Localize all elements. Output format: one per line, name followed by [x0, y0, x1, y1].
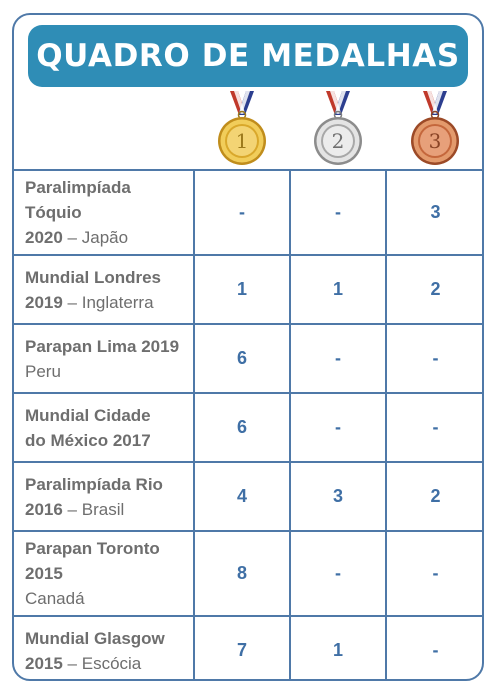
table-row: Mundial Londres 2019 – Inglaterra 1 1 2 — [14, 255, 482, 325]
event-separator: – — [62, 292, 82, 312]
title-bar: QUADRO DE MEDALHAS — [28, 25, 468, 87]
event-place: Inglaterra — [81, 292, 154, 312]
bronze-count: - — [386, 531, 482, 617]
silver-count: 3 — [290, 462, 387, 532]
event-place: Escócia — [81, 653, 142, 673]
bronze-medal-numeral: 3 — [429, 129, 442, 153]
bronze-count: - — [386, 324, 482, 394]
gold-count: - — [194, 170, 291, 256]
event-name: Mundial Cidade — [25, 405, 151, 425]
table-row: Paralimpíada Rio 2016 – Brasil 4 3 2 — [14, 462, 482, 532]
silver-count: - — [290, 531, 387, 617]
table-row: Parapan Lima 2019 Peru 6 - - — [14, 324, 482, 394]
gold-medal-icon: 1 — [218, 91, 266, 165]
event-name: Paralimpíada — [25, 178, 131, 197]
silver-count: 1 — [290, 255, 387, 325]
gold-count: 7 — [194, 616, 291, 679]
event-name: Mundial Glasgow — [25, 628, 165, 648]
gold-column-header: 1 — [194, 89, 290, 171]
silver-count: - — [290, 324, 387, 394]
event-cell: Paralimpíada Rio 2016 – Brasil — [14, 462, 195, 532]
silver-count: - — [290, 393, 387, 463]
gold-count: 1 — [194, 255, 291, 325]
event-cell: Mundial Glasgow 2015 – Escócia — [14, 616, 195, 679]
bronze-count: 2 — [386, 255, 482, 325]
event-place: Peru — [25, 361, 61, 381]
gold-count: 4 — [194, 462, 291, 532]
event-name: Mundial Londres — [25, 267, 161, 287]
table-row: Paralimpíada Tóquio 2020 – Japão - - 3 — [14, 170, 482, 256]
event-separator: – — [62, 228, 82, 247]
event-cell: Mundial Cidade do México 2017 — [14, 393, 195, 463]
page-title: QUADRO DE MEDALHAS — [36, 38, 460, 74]
bronze-count: 2 — [386, 462, 482, 532]
event-name: Parapan Lima 2019 — [25, 336, 180, 356]
gold-count: 8 — [194, 531, 291, 617]
event-year: 2015 — [25, 653, 63, 673]
silver-count: - — [290, 170, 387, 256]
event-name: Tóquio — [25, 203, 82, 222]
bronze-column-header: 3 — [386, 89, 482, 171]
medal-table: 1 2 — [14, 89, 482, 679]
gold-count: 6 — [194, 393, 291, 463]
event-cell: Mundial Londres 2019 – Inglaterra — [14, 255, 195, 325]
silver-medal-icon: 2 — [314, 91, 362, 165]
event-separator: – — [62, 499, 82, 519]
bronze-medal-icon: 3 — [411, 91, 459, 165]
bronze-count: - — [432, 640, 439, 660]
event-place: Brasil — [81, 499, 125, 519]
bronze-count: - — [386, 393, 482, 463]
event-year: 2015 — [25, 564, 63, 583]
event-name: do México 2017 — [25, 430, 151, 450]
medal-header-row: 1 2 — [14, 89, 482, 171]
event-place: Canadá — [25, 589, 85, 608]
gold-count: 6 — [194, 324, 291, 394]
silver-column-header: 2 — [290, 89, 386, 171]
header-corner — [14, 89, 194, 171]
event-name: Paralimpíada Rio — [25, 474, 163, 494]
table-row: Mundial Cidade do México 2017 6 - - — [14, 393, 482, 463]
medal-board-card: QUADRO DE MEDALHAS — [12, 13, 484, 681]
event-name: Parapan Toronto — [25, 539, 160, 558]
bronze-count: 3 — [386, 170, 482, 256]
event-year: 2019 — [25, 292, 63, 312]
event-separator: – — [62, 653, 82, 673]
event-year: 2020 — [25, 228, 63, 247]
table-row: Mundial Glasgow 2015 – Escócia 7 1 - — [14, 616, 482, 679]
event-place: Japão — [81, 228, 129, 247]
gold-medal-numeral: 1 — [236, 129, 249, 153]
event-cell: Parapan Lima 2019 Peru — [14, 324, 195, 394]
silver-medal-numeral: 2 — [332, 129, 345, 153]
silver-count: 1 — [290, 616, 387, 679]
event-cell: Parapan Toronto 2015 Canadá — [14, 531, 195, 617]
table-row: Parapan Toronto 2015 Canadá 8 - - — [14, 531, 482, 617]
event-year: 2016 — [25, 499, 63, 519]
event-cell: Paralimpíada Tóquio 2020 – Japão — [14, 170, 195, 256]
